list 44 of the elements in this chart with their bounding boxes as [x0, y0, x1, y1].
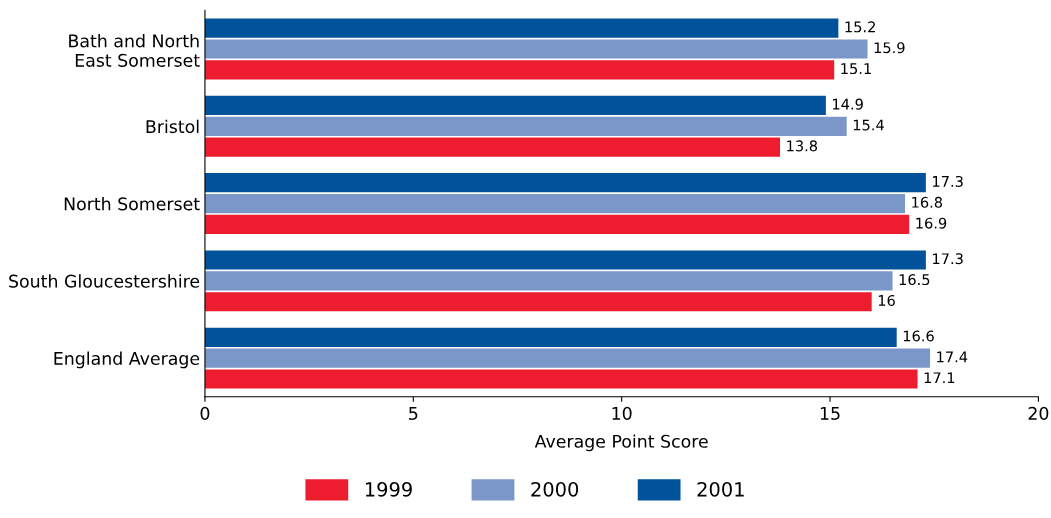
y-tick-label: North Somerset	[64, 196, 200, 211]
bar	[204, 271, 893, 291]
x-tick-label: 5	[409, 407, 418, 420]
x-axis-title: Average Point Score	[534, 434, 708, 452]
y-tick-label: England Average	[54, 351, 200, 369]
data-label: 17.4	[937, 351, 968, 363]
bar	[204, 292, 872, 312]
data-label: 16.5	[899, 274, 930, 286]
data-label: 16.8	[912, 196, 943, 208]
bar	[204, 327, 897, 347]
bar	[204, 250, 926, 270]
data-label: 13.8	[787, 140, 818, 152]
data-label: 15.2	[845, 21, 875, 33]
data-label: 17.3	[933, 253, 963, 265]
y-tick-label: South Gloucestershire	[9, 274, 200, 288]
bar	[204, 214, 910, 235]
x-tick-label: 0	[200, 406, 210, 420]
y-tick-label: Bath and North East Somerset	[69, 34, 200, 67]
bar	[204, 193, 906, 214]
x-tick-label: 15	[820, 407, 840, 420]
bar	[204, 348, 931, 368]
bar	[204, 137, 781, 157]
legend-label: 1999	[365, 481, 412, 497]
legend-label: 2001	[697, 481, 744, 497]
data-label: 16.6	[903, 330, 934, 342]
legend-label: 2000	[531, 481, 579, 497]
data-label: 16	[878, 294, 895, 306]
bar	[204, 173, 926, 193]
bar	[204, 60, 835, 80]
y-tick-label: Bristol	[146, 119, 199, 134]
x-tick-label: 20	[1028, 406, 1049, 420]
data-label: 14.9	[833, 98, 863, 110]
data-label: 17.1	[924, 372, 955, 384]
data-label: 16.9	[916, 217, 947, 229]
data-label: 15.9	[874, 42, 905, 54]
bar	[204, 39, 868, 59]
bar	[204, 116, 847, 136]
data-label: 15.4	[853, 119, 884, 131]
data-label: 17.3	[933, 175, 963, 187]
x-tick-label: 10	[612, 406, 632, 420]
data-label: 15.1	[841, 63, 871, 75]
bar	[204, 369, 918, 389]
bar	[204, 95, 826, 116]
bar	[204, 18, 839, 38]
